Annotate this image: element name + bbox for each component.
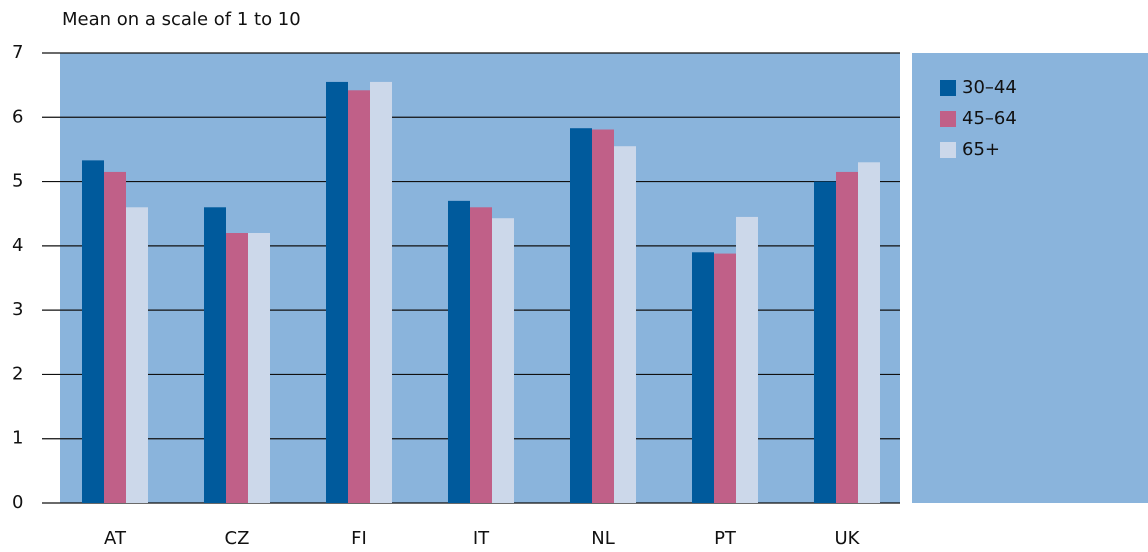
- bar: [126, 207, 148, 504]
- bar: [248, 233, 270, 503]
- bar: [592, 129, 614, 503]
- y-tick-label: 7: [12, 42, 23, 63]
- legend-swatch: [940, 80, 956, 96]
- legend-background: [912, 53, 1148, 503]
- bar: [104, 171, 126, 503]
- y-tick-label: 1: [12, 428, 23, 449]
- bar: [370, 81, 392, 503]
- y-tick-label: 6: [12, 106, 23, 127]
- y-tick-label: 5: [12, 171, 23, 192]
- bar: [614, 146, 636, 503]
- bar: [204, 207, 226, 504]
- y-tick-label: 2: [12, 363, 23, 384]
- y-axis-label: Mean on a scale of 1 to 10: [62, 9, 301, 30]
- bar: [226, 233, 248, 503]
- bar: [814, 181, 836, 504]
- x-tick-label: CZ: [225, 528, 250, 549]
- legend-label: 65+: [962, 139, 1000, 160]
- bar: [492, 218, 514, 503]
- bar: [326, 81, 348, 503]
- y-tick-label: 3: [12, 299, 23, 320]
- bar: [714, 253, 736, 503]
- bar: [736, 216, 758, 503]
- bar: [448, 200, 470, 503]
- bar: [348, 90, 370, 504]
- legend-swatch: [940, 111, 956, 127]
- legend-label: 30–44: [962, 77, 1017, 98]
- bar: [82, 160, 104, 503]
- y-tick-label: 0: [12, 492, 23, 513]
- bar: [836, 171, 858, 503]
- bar: [858, 162, 880, 504]
- legend-label: 45–64: [962, 108, 1017, 129]
- bar: [692, 252, 714, 503]
- x-tick-label: UK: [835, 528, 861, 549]
- legend-swatch: [940, 142, 956, 158]
- x-tick-label: AT: [104, 528, 127, 549]
- y-tick-label: 4: [12, 235, 23, 256]
- x-tick-label: NL: [591, 528, 615, 549]
- x-tick-label: IT: [473, 528, 490, 549]
- bar: [570, 128, 592, 503]
- x-tick-label: PT: [714, 528, 737, 549]
- x-tick-label: FI: [351, 528, 367, 549]
- bar: [470, 207, 492, 504]
